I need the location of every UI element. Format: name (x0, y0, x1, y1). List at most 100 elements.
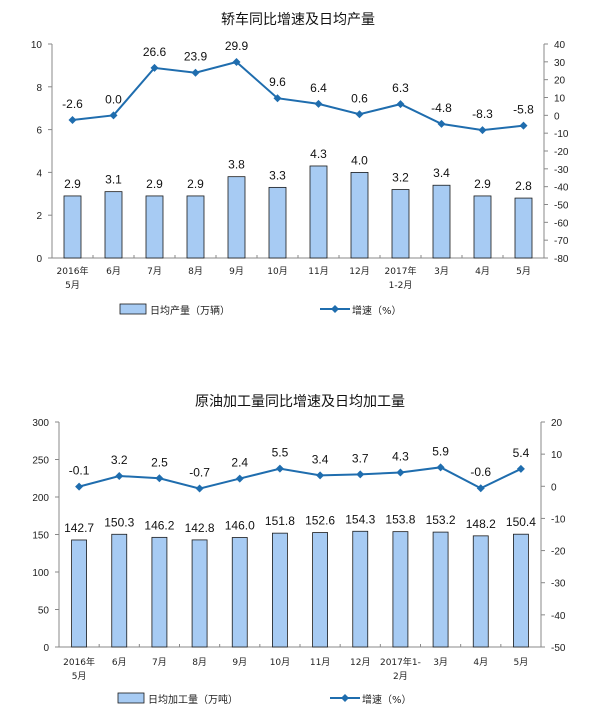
category-label: 2016年 (63, 656, 95, 668)
right-tick-label: 20 (554, 76, 566, 87)
right-tick-label: -80 (554, 254, 569, 265)
legend-bar-label: 日均产量（万辆） (150, 304, 230, 317)
category-label: 5月 (65, 280, 80, 291)
bar-value-label: 3.2 (392, 171, 409, 185)
left-tick-label: 50 (38, 606, 50, 617)
bar-value-label: 146.2 (144, 518, 174, 532)
bar-value-label: 2.9 (146, 177, 163, 191)
left-tick-label: 250 (32, 456, 49, 467)
bar (227, 176, 246, 259)
right-tick-label: 20 (551, 418, 563, 429)
left-tick-label: 150 (32, 531, 49, 542)
right-tick-label: -20 (554, 147, 569, 158)
line-value-label: 23.9 (184, 50, 208, 64)
line-point (516, 464, 525, 473)
line-value-label: -4.8 (431, 101, 452, 115)
category-label: 3月 (433, 657, 448, 668)
line-value-label: -8.3 (472, 107, 493, 121)
category-label: 9月 (229, 266, 244, 277)
chart-title: 原油加工量同比增速及日均加工量 (195, 394, 405, 410)
category-label: 10月 (270, 657, 290, 668)
left-tick-label: 0 (43, 643, 49, 654)
growth-line (78, 466, 522, 490)
line-value-label: -0.1 (69, 464, 90, 478)
category-label: 12月 (350, 657, 370, 668)
chart-1: 轿车同比增速及日均产量 0 2 4 6 8 10 -80 -70 -60 -50 -40 -30 -20 -… (31, 11, 569, 317)
left-tick-label: 6 (36, 126, 42, 137)
line-value-label: 9.6 (269, 75, 286, 89)
bar-value-label: 3.4 (433, 166, 450, 180)
category-label: 2017年1- (380, 656, 421, 668)
category-label: 10月 (267, 266, 287, 277)
bar (473, 195, 492, 259)
right-tick-label: -10 (551, 514, 566, 525)
left-tick-label: 10 (31, 40, 43, 51)
line-point (68, 115, 77, 124)
category-label: 2017年 (385, 265, 417, 277)
line-point (478, 126, 487, 135)
bar-value-label: 4.3 (310, 147, 327, 161)
left-tick-label: 100 (32, 568, 49, 579)
bar-value-label: 154.3 (345, 512, 375, 526)
category-label: 11月 (308, 266, 328, 277)
line-point (232, 58, 241, 67)
right-tick-label: -40 (551, 611, 566, 622)
left-tick-label: 8 (36, 83, 42, 94)
bar-value-label: 2.9 (474, 177, 491, 191)
line-value-label: 29.9 (225, 39, 249, 53)
category-label: 12月 (349, 266, 369, 277)
category-label: 8月 (192, 657, 207, 668)
bar-value-label: 2.9 (64, 177, 81, 191)
bar (472, 535, 489, 648)
line-value-label: 3.7 (352, 451, 369, 465)
left-tick-label: 200 (32, 493, 49, 504)
legend-line-label: 增速（%） (352, 304, 402, 317)
line-point (235, 474, 244, 483)
line-point (355, 110, 364, 119)
line-point (476, 484, 485, 493)
bar (432, 531, 449, 648)
line-value-label: 26.6 (143, 45, 167, 59)
bar (191, 539, 208, 648)
bar-value-label: 153.8 (385, 513, 415, 527)
bar (391, 189, 410, 259)
left-tick-label: 2 (36, 211, 42, 222)
bar (432, 184, 451, 259)
category-label: 5月 (72, 671, 87, 682)
category-label: 5月 (514, 657, 529, 668)
bar (312, 532, 328, 648)
category-label: 11月 (310, 657, 330, 668)
line-value-label: 5.4 (513, 446, 530, 460)
line-point (396, 100, 405, 109)
bar-value-label: 150.3 (104, 515, 134, 529)
right-tick-label: -50 (551, 643, 566, 654)
chart-title: 轿车同比增速及日均产量 (221, 11, 375, 28)
legend-bar-label: 日均加工量（万吨） (148, 693, 238, 706)
bar (309, 165, 328, 259)
bar-value-label: 142.7 (64, 521, 94, 535)
line-value-label: -0.7 (189, 466, 210, 480)
bar (514, 197, 533, 259)
bar-value-label: 150.4 (506, 515, 536, 529)
line-value-label: 0.0 (105, 92, 122, 106)
category-label: 5月 (516, 266, 531, 277)
category-label: 4月 (475, 266, 490, 277)
bar (145, 195, 164, 259)
category-label: 3月 (434, 266, 449, 277)
line-value-label: 3.2 (111, 453, 128, 467)
right-tick-label: -40 (554, 183, 569, 194)
right-tick-label: -70 (554, 236, 569, 247)
bar-value-label: 3.1 (105, 173, 122, 187)
bar-value-label: 148.2 (466, 517, 496, 531)
bar-value-label: 2.8 (515, 179, 532, 193)
line-point (314, 99, 323, 108)
bar-value-label: 146.0 (225, 519, 255, 533)
line-value-label: 5.5 (272, 446, 289, 460)
line-value-label: -0.6 (470, 465, 491, 479)
category-label: 9月 (232, 657, 247, 668)
right-tick-label: -30 (551, 579, 566, 590)
line-value-label: 4.3 (392, 449, 409, 463)
bar (392, 531, 409, 648)
line-point (191, 68, 200, 77)
line-point (273, 94, 282, 103)
